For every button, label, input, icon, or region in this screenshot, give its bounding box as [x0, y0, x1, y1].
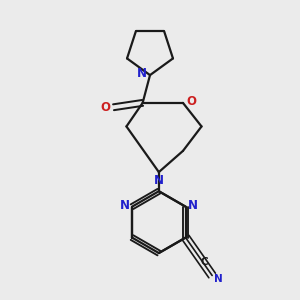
Text: N: N [154, 174, 164, 187]
Text: C: C [201, 256, 208, 267]
Text: N: N [214, 274, 222, 284]
Text: O: O [186, 95, 196, 108]
Text: N: N [188, 199, 198, 212]
Text: N: N [137, 67, 147, 80]
Text: N: N [120, 199, 130, 212]
Text: O: O [100, 101, 110, 114]
